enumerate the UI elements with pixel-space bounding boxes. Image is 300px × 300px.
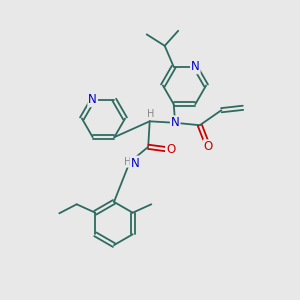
- Text: H: H: [124, 157, 131, 167]
- Text: O: O: [204, 140, 213, 153]
- Text: N: N: [130, 157, 140, 169]
- Text: N: N: [171, 116, 180, 129]
- Text: N: N: [88, 93, 97, 106]
- Text: N: N: [191, 60, 200, 73]
- Text: O: O: [166, 143, 175, 156]
- Text: H: H: [147, 109, 154, 119]
